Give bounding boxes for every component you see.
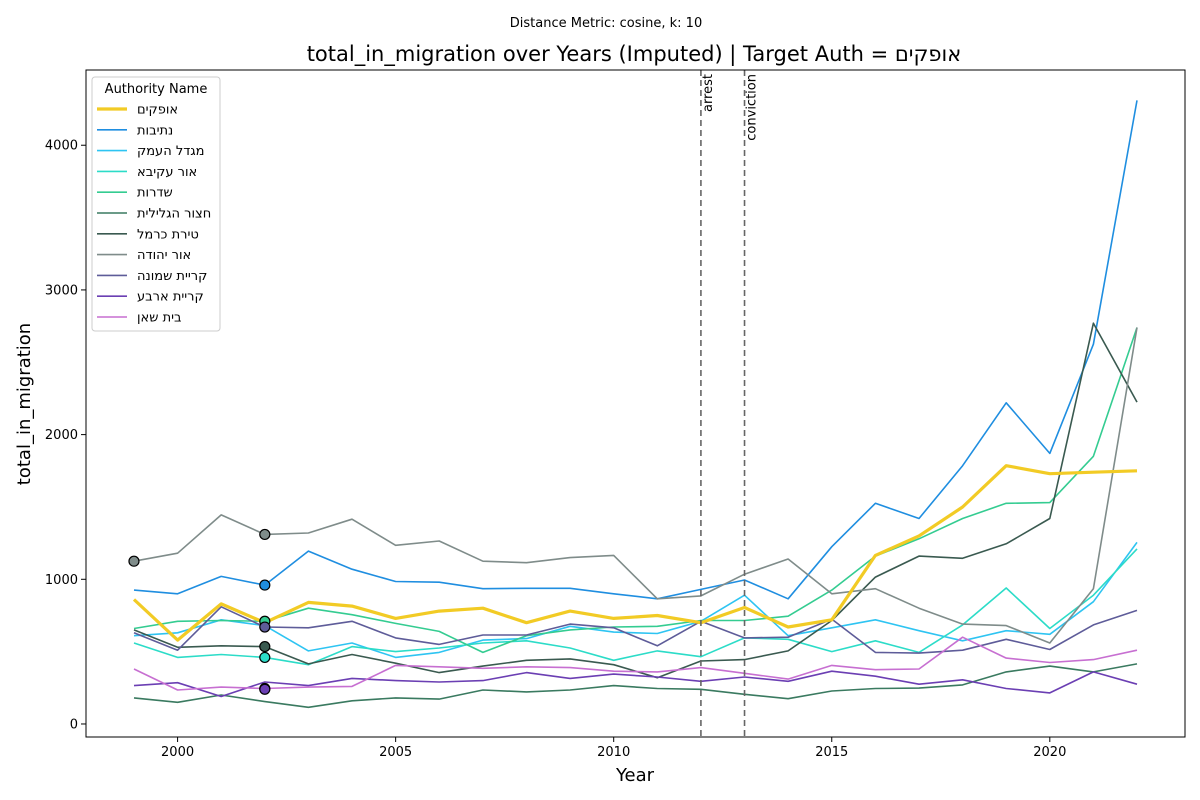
x-tick-label: 2015 (815, 745, 848, 760)
highlight-point (259, 528, 271, 541)
legend-label: טירת כרמל (137, 227, 199, 242)
plot-frame (85, 69, 1186, 738)
legend-label: מגדל העמק (137, 144, 205, 159)
y-tick-label: 2000 (45, 428, 78, 443)
x-tick-label: 2005 (379, 745, 412, 760)
series-line (132, 464, 1138, 642)
legend-label: אופקים (137, 103, 178, 118)
legend-label: קריית ארבע (137, 290, 204, 305)
legend-label: בית שאן (137, 311, 182, 326)
y-axis-ticks: 0 1000 2000 3000 4000 (45, 139, 86, 732)
x-tick-label: 2000 (161, 745, 194, 760)
series-line (133, 548, 1138, 666)
highlight-point (259, 651, 271, 664)
legend-title: Authority Name (105, 82, 208, 97)
event-lines: arrest conviction (700, 70, 760, 737)
highlight-point (259, 683, 271, 695)
x-tick-label: 2010 (597, 745, 630, 760)
highlight-point (259, 579, 271, 591)
legend-label: אור יהודה (137, 248, 191, 263)
legend: Authority Name אופקים נתיבות מגדל העמק אור … (91, 76, 221, 332)
event-label: arrest (701, 74, 716, 112)
series-line (133, 541, 1138, 659)
y-tick-label: 3000 (45, 283, 78, 298)
legend-box (91, 76, 221, 332)
highlight-point (259, 621, 271, 633)
highlight-points (128, 528, 271, 695)
legend-label: שדרות (137, 186, 173, 201)
chart-subtitle: Distance Metric: cosine, k: 10 (510, 16, 702, 31)
legend-label: אור עקיבא (137, 165, 197, 180)
highlight-point (259, 640, 271, 653)
y-axis-label: total_in_migration (14, 323, 35, 485)
series-line (133, 636, 1138, 691)
legend-label: קריית שמונה (137, 269, 207, 284)
y-tick-label: 4000 (45, 139, 78, 154)
x-axis-label: Year (615, 765, 655, 786)
legend-label: חצור הגלילית (137, 207, 211, 222)
y-tick-label: 0 (70, 717, 78, 732)
y-tick-label: 1000 (45, 573, 78, 588)
event-label: conviction (745, 74, 760, 141)
series-line (133, 100, 1138, 600)
series-line (133, 327, 1138, 644)
legend-label: נתיבות (137, 123, 173, 138)
series-line (133, 606, 1138, 654)
x-tick-label: 2020 (1033, 745, 1066, 760)
highlight-point (128, 555, 140, 567)
series-line (133, 670, 1138, 698)
chart-title: total_in_migration over Years (Imputed) … (307, 42, 962, 67)
x-axis-ticks: 2000 2005 2010 2015 2020 (161, 737, 1066, 760)
series-line (133, 327, 1138, 654)
legend-items: אופקים נתיבות מגדל העמק אור עקיבא שדרות חצור … (97, 103, 211, 326)
plot-area: arrest conviction (85, 69, 1186, 738)
series-line (133, 663, 1138, 709)
series-lines (132, 100, 1138, 709)
